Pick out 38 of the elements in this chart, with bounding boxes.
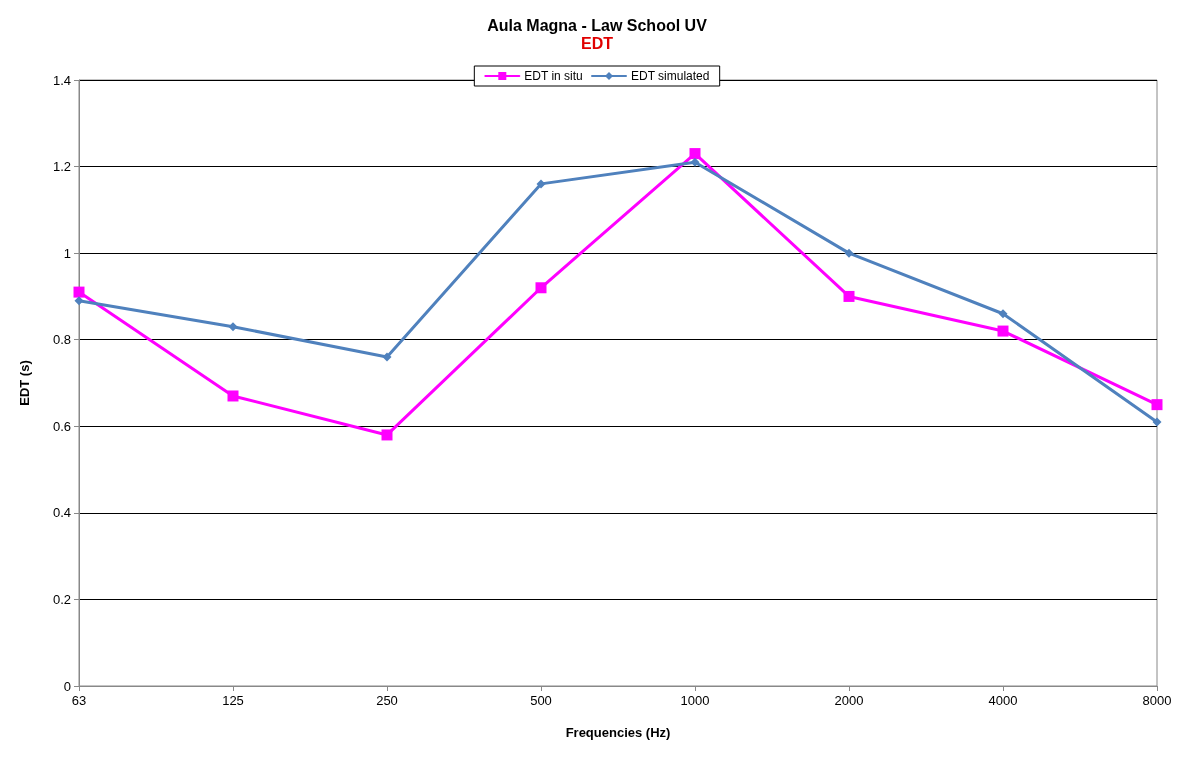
y-tick-label: 1.2 xyxy=(52,159,71,175)
x-tick-label: 500 xyxy=(530,693,552,708)
point xyxy=(228,322,238,332)
y-tick-label: 1.4 xyxy=(52,72,71,88)
y-tick-label: 0.8 xyxy=(52,332,71,348)
y-tick-label: 0 xyxy=(63,678,71,694)
point xyxy=(74,296,84,306)
x-tick-label: 4000 xyxy=(988,693,1018,708)
x-tick-label: 1000 xyxy=(680,693,710,708)
y-axis-title: EDT (s) xyxy=(17,360,32,406)
point xyxy=(1151,399,1163,411)
point xyxy=(844,248,854,258)
point xyxy=(843,290,855,302)
legend-label: EDT simulated xyxy=(631,69,710,83)
x-tick-label: 63 xyxy=(71,693,87,708)
point xyxy=(1152,417,1162,427)
y-tick-label: 0.2 xyxy=(52,591,71,607)
chart-title: Aula Magna - Law School UV xyxy=(487,16,708,34)
chart-subtitle: EDT xyxy=(581,34,614,52)
x-tick-label: 8000 xyxy=(1142,693,1172,708)
point xyxy=(535,282,547,294)
legend-label: EDT in situ xyxy=(524,69,583,83)
point xyxy=(381,429,393,441)
point xyxy=(382,352,392,362)
point xyxy=(689,148,701,160)
point xyxy=(690,157,700,167)
x-axis-title: Frequencies (Hz) xyxy=(565,725,671,740)
y-tick-label: 0.6 xyxy=(52,418,71,434)
point xyxy=(997,325,1009,337)
point xyxy=(998,309,1008,319)
x-tick-label: 250 xyxy=(376,693,398,708)
x-tick-label: 125 xyxy=(222,693,244,708)
y-tick-label: 1 xyxy=(63,245,71,261)
x-tick-label: 2000 xyxy=(834,693,864,708)
point xyxy=(227,390,239,402)
point xyxy=(73,286,85,298)
y-tick-label: 0.4 xyxy=(52,505,71,521)
point xyxy=(536,179,546,189)
